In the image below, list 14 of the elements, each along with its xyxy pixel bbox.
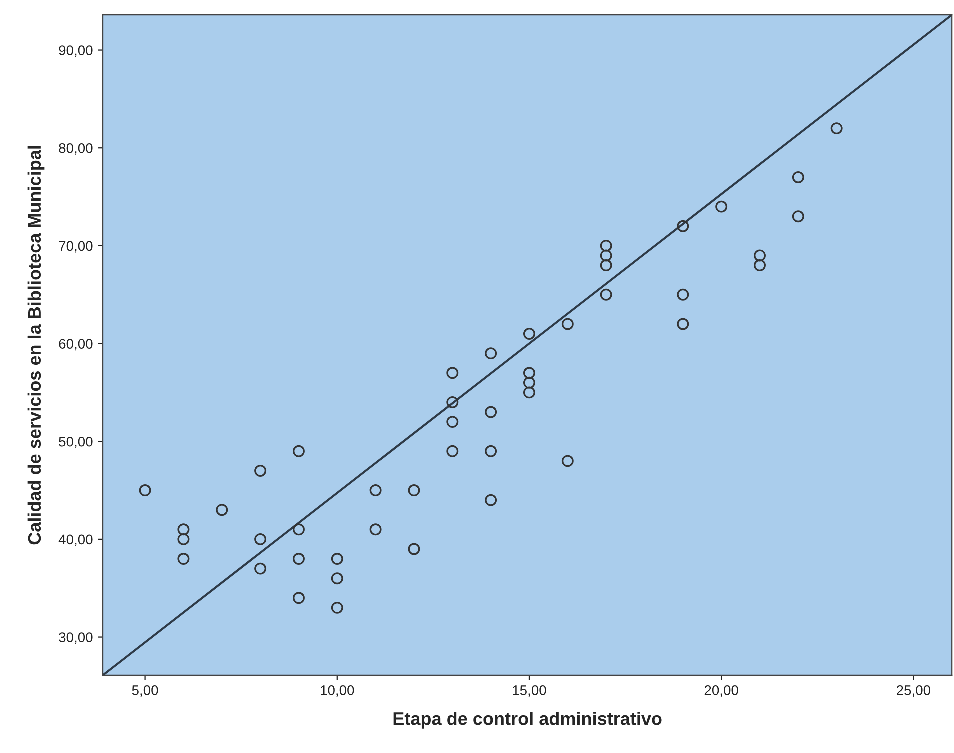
y-tick-label: 50,00 xyxy=(59,436,93,448)
x-tick-label: 20,00 xyxy=(704,686,738,698)
y-axis-title: Calidad de servicios en la Biblioteca Municipal xyxy=(28,146,45,545)
x-tick-label: 25,00 xyxy=(896,686,931,698)
y-tick-label: 70,00 xyxy=(59,241,93,253)
y-tick-label: 90,00 xyxy=(59,46,93,58)
y-tick-label: 30,00 xyxy=(59,632,93,644)
x-axis-title: Etapa de control administrativo xyxy=(394,712,662,729)
y-tick-label: 60,00 xyxy=(59,339,93,351)
x-tick-label: 5,00 xyxy=(132,686,158,698)
y-tick-label: 80,00 xyxy=(59,143,93,155)
x-tick-label: 10,00 xyxy=(321,686,354,698)
x-tick-label: 15,00 xyxy=(513,686,546,698)
y-tick-label: 40,00 xyxy=(58,534,93,546)
